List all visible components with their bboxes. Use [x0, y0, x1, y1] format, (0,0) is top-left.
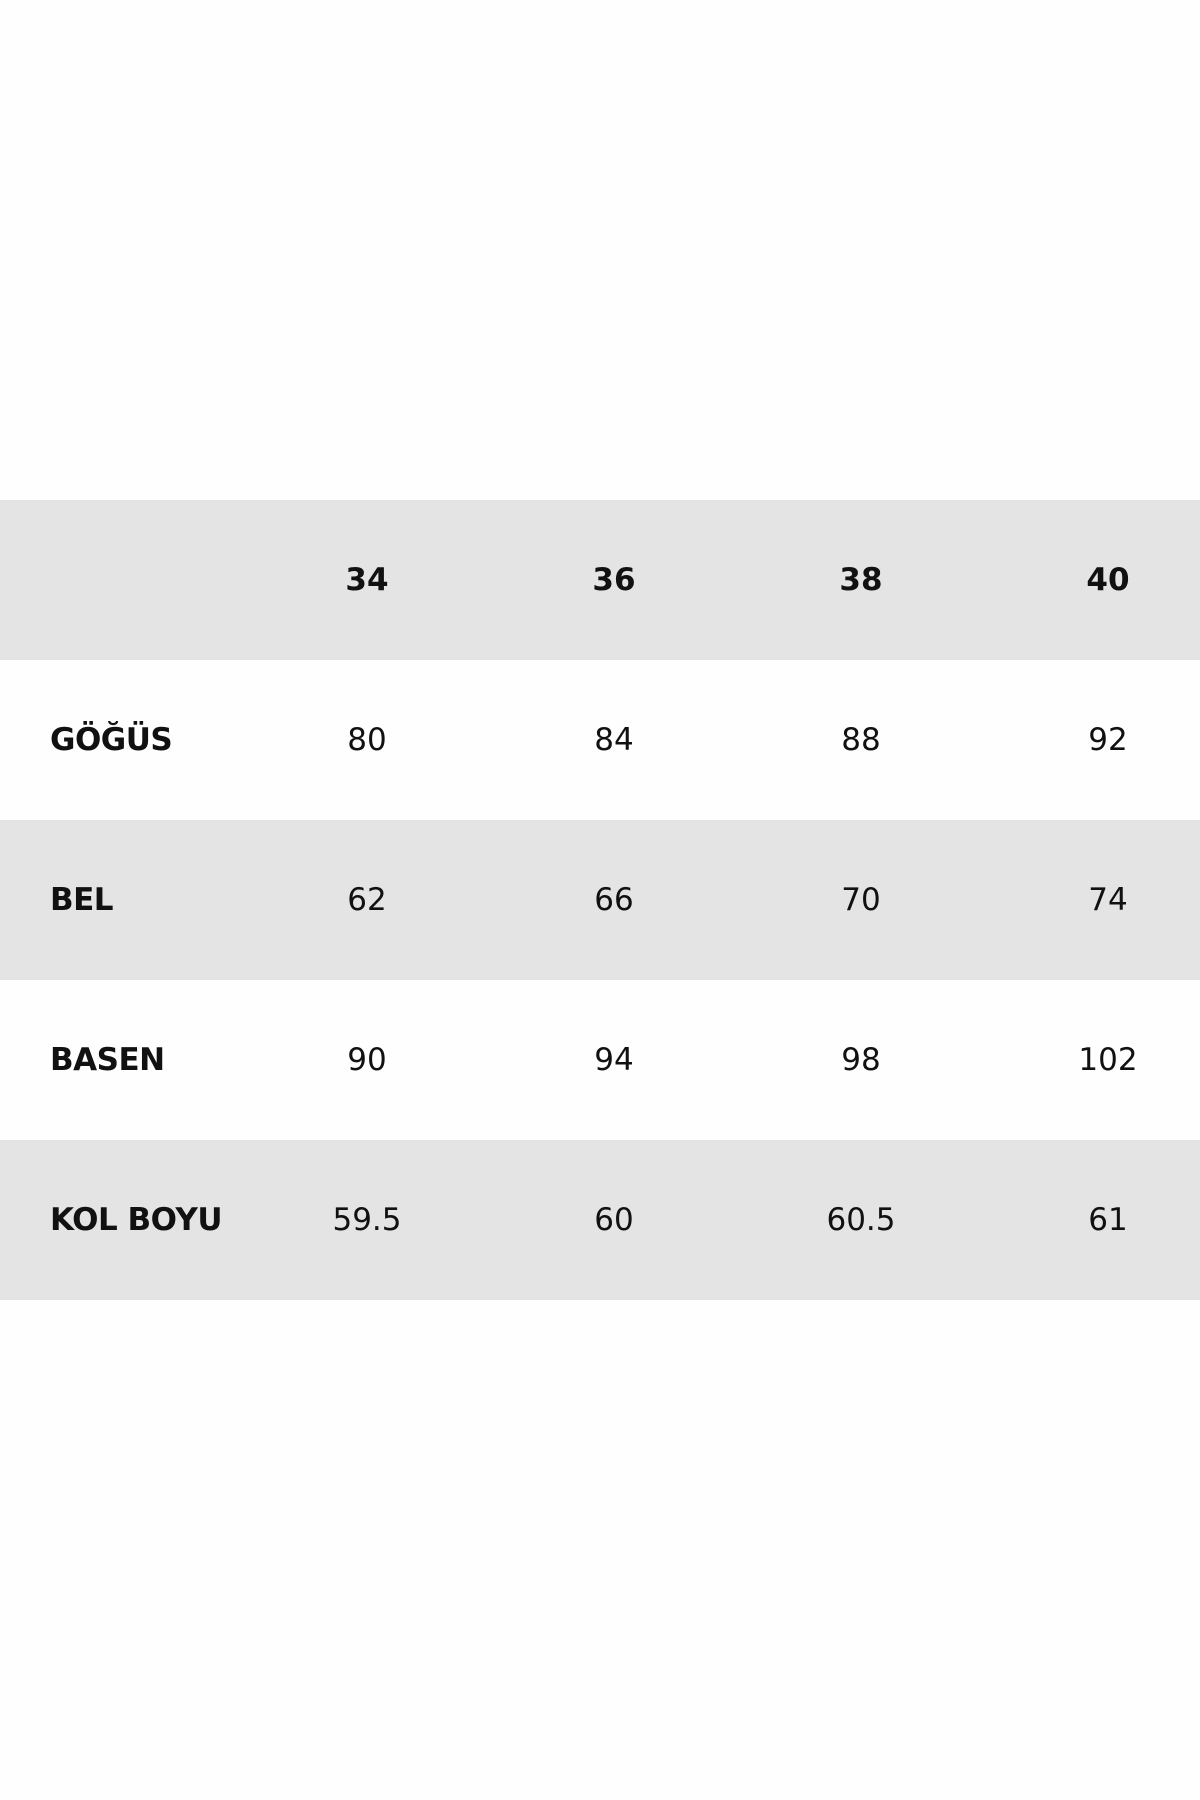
value-cell: 60 [594, 1202, 634, 1238]
value-cell: 60.5 [826, 1202, 896, 1238]
value-cell: 62 [347, 882, 387, 918]
value-cell: 61 [1088, 1202, 1128, 1238]
value-cell: 74 [1088, 882, 1128, 918]
value-cell: 90 [347, 1042, 387, 1078]
header-row: 34 36 38 40 [0, 500, 1200, 660]
value-cell: 80 [347, 722, 387, 758]
value-cell: 98 [841, 1042, 881, 1078]
row-label: GÖĞÜS [50, 722, 173, 758]
value-cell: 92 [1088, 722, 1128, 758]
body-row: KOL BOYU 59.5 60 60.5 61 [0, 1140, 1200, 1300]
body-row: BASEN 90 94 98 102 [0, 980, 1200, 1140]
size-table: 34 36 38 40 GÖĞÜS 80 84 88 92 BEL 62 66 70 74 BASEN 90 9… [0, 500, 1200, 1300]
row-label: KOL BOYU [50, 1202, 223, 1238]
value-cell: 70 [841, 882, 881, 918]
header-cell: 36 [592, 562, 636, 598]
value-cell: 94 [594, 1042, 634, 1078]
header-cell: 38 [839, 562, 883, 598]
value-cell: 102 [1078, 1042, 1138, 1078]
row-label: BASEN [50, 1042, 165, 1078]
body-row: BEL 62 66 70 74 [0, 820, 1200, 980]
row-label: BEL [50, 882, 114, 918]
value-cell: 59.5 [332, 1202, 402, 1238]
value-cell: 66 [594, 882, 634, 918]
value-cell: 84 [594, 722, 634, 758]
header-cell: 34 [345, 562, 389, 598]
header-cell: 40 [1086, 562, 1130, 598]
body-row: GÖĞÜS 80 84 88 92 [0, 660, 1200, 820]
value-cell: 88 [841, 722, 881, 758]
